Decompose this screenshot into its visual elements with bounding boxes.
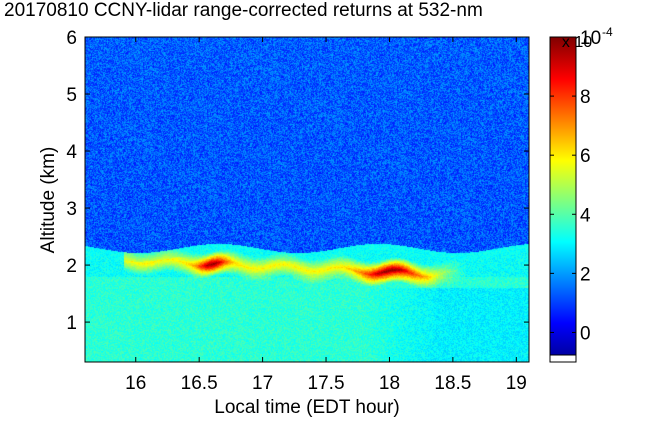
colorbar-multiplier: x 10	[562, 34, 592, 51]
y-tick-label: 2	[66, 256, 77, 277]
x-tick-label: 19	[506, 373, 527, 394]
colorbar-tick-label: 4	[580, 205, 591, 226]
x-tick-label: 16	[125, 373, 146, 394]
x-tick-label: 18	[379, 373, 400, 394]
y-tick-label: 4	[66, 142, 77, 163]
x-tick-label: 18.5	[434, 373, 471, 394]
colorbar-tick-label: 10	[580, 28, 601, 49]
y-tick-label: 1	[66, 313, 77, 334]
colorbar-tick-label: 2	[580, 264, 591, 285]
colorbar-tick-label: 0	[580, 323, 591, 344]
colorbar-tick-label: 6	[580, 146, 591, 167]
x-tick-label: 16.5	[181, 373, 218, 394]
plot-frame	[84, 36, 530, 363]
colorbar-tick-label: 8	[580, 87, 591, 108]
chart-title: 20170810 CCNY-lidar range-corrected retu…	[4, 0, 483, 21]
colorbar-gap	[549, 354, 577, 363]
y-tick-label: 5	[66, 85, 77, 106]
colorbar-exponent: -4	[602, 25, 613, 39]
y-tick-label: 3	[66, 199, 77, 220]
colorbar-ticks: 0 2 4 6 8 10	[550, 28, 601, 344]
y-axis: 1 2 3 4 5 6	[66, 28, 529, 334]
y-axis-label: Altitude (km)	[38, 147, 59, 254]
y-tick-label: 6	[66, 28, 77, 49]
colorbar	[549, 36, 577, 363]
x-axis-label: Local time (EDT hour)	[214, 397, 400, 418]
heatmap-image	[85, 37, 529, 362]
x-axis: 16 16.5 17 17.5 18 18.5 19	[125, 37, 527, 394]
x-tick-label: 17	[252, 373, 273, 394]
x-tick-label: 17.5	[308, 373, 345, 394]
